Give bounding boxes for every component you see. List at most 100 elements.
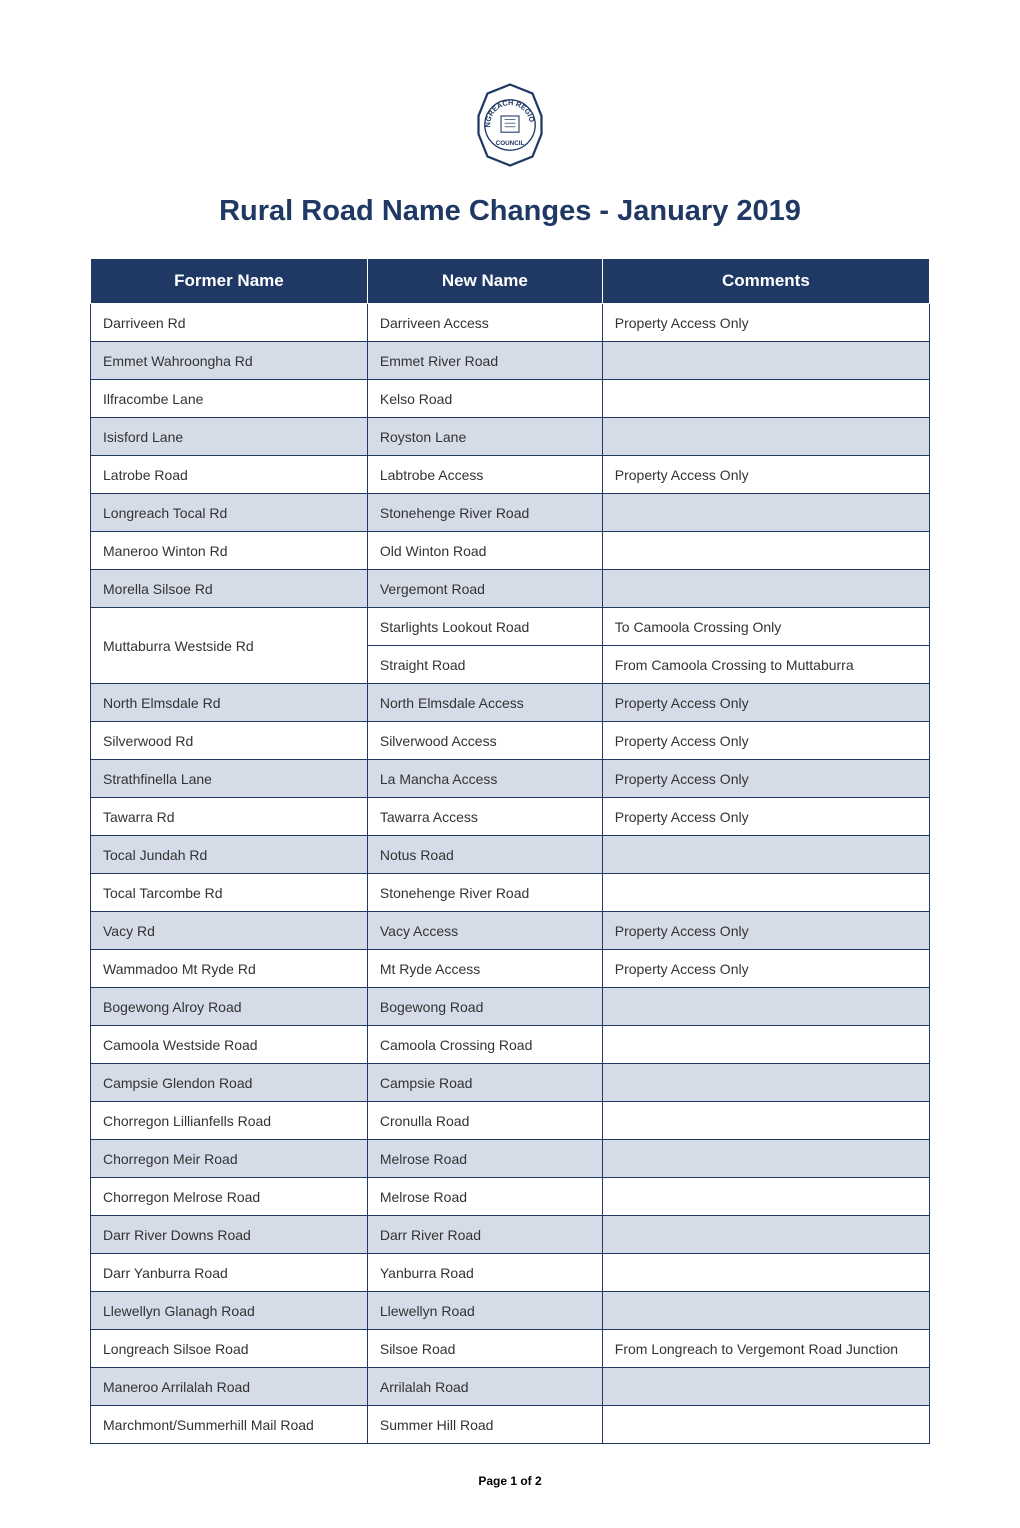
cell-former-name: North Elmsdale Rd <box>91 684 368 722</box>
table-row: Marchmont/Summerhill Mail RoadSummer Hil… <box>91 1406 930 1444</box>
cell-new-name: Darr River Road <box>367 1216 602 1254</box>
cell-new-name: Stonehenge River Road <box>367 874 602 912</box>
cell-former-name: Llewellyn Glanagh Road <box>91 1292 368 1330</box>
table-row: Silverwood RdSilverwood AccessProperty A… <box>91 722 930 760</box>
cell-comments <box>602 570 929 608</box>
cell-new-name: Silsoe Road <box>367 1330 602 1368</box>
cell-former-name: Marchmont/Summerhill Mail Road <box>91 1406 368 1444</box>
table-row: Chorregon Meir RoadMelrose Road <box>91 1140 930 1178</box>
cell-new-name: Vacy Access <box>367 912 602 950</box>
cell-new-name: Silverwood Access <box>367 722 602 760</box>
cell-comments: Property Access Only <box>602 760 929 798</box>
cell-comments <box>602 342 929 380</box>
cell-new-name: Llewellyn Road <box>367 1292 602 1330</box>
page-footer: Page 1 of 2 <box>90 1474 930 1488</box>
table-row: Tawarra RdTawarra AccessProperty Access … <box>91 798 930 836</box>
cell-comments <box>602 1140 929 1178</box>
cell-new-name: Mt Ryde Access <box>367 950 602 988</box>
cell-comments <box>602 380 929 418</box>
cell-comments: Property Access Only <box>602 950 929 988</box>
cell-former-name: Campsie Glendon Road <box>91 1064 368 1102</box>
table-row: Ilfracombe LaneKelso Road <box>91 380 930 418</box>
cell-comments <box>602 1292 929 1330</box>
cell-former-name: Darr Yanburra Road <box>91 1254 368 1292</box>
cell-new-name: Notus Road <box>367 836 602 874</box>
cell-comments <box>602 1064 929 1102</box>
cell-new-name: Summer Hill Road <box>367 1406 602 1444</box>
cell-former-name: Ilfracombe Lane <box>91 380 368 418</box>
cell-comments: Property Access Only <box>602 304 929 342</box>
cell-comments <box>602 1178 929 1216</box>
cell-new-name: Labtrobe Access <box>367 456 602 494</box>
cell-comments <box>602 418 929 456</box>
logo-container: LONGREACH REGIONAL COUNCIL <box>90 80 930 175</box>
road-name-table: Former Name New Name Comments Darriveen … <box>90 258 930 1444</box>
table-row: Darr Yanburra RoadYanburra Road <box>91 1254 930 1292</box>
cell-new-name: Bogewong Road <box>367 988 602 1026</box>
cell-former-name: Darriveen Rd <box>91 304 368 342</box>
cell-former-name: Latrobe Road <box>91 456 368 494</box>
table-row: Muttaburra Westside RdStarlights Lookout… <box>91 608 930 646</box>
cell-new-name: Camoola Crossing Road <box>367 1026 602 1064</box>
cell-former-name: Tocal Jundah Rd <box>91 836 368 874</box>
table-row: Wammadoo Mt Ryde RdMt Ryde AccessPropert… <box>91 950 930 988</box>
table-row: Longreach Tocal RdStonehenge River Road <box>91 494 930 532</box>
cell-new-name: North Elmsdale Access <box>367 684 602 722</box>
table-row: Maneroo Arrilalah RoadArrilalah Road <box>91 1368 930 1406</box>
cell-former-name: Wammadoo Mt Ryde Rd <box>91 950 368 988</box>
cell-comments <box>602 836 929 874</box>
cell-new-name: Kelso Road <box>367 380 602 418</box>
cell-comments: Property Access Only <box>602 912 929 950</box>
cell-new-name: Melrose Road <box>367 1140 602 1178</box>
column-header-comments: Comments <box>602 259 929 304</box>
svg-text:COUNCIL: COUNCIL <box>496 140 525 147</box>
cell-new-name: Stonehenge River Road <box>367 494 602 532</box>
cell-former-name: Morella Silsoe Rd <box>91 570 368 608</box>
cell-comments: Property Access Only <box>602 722 929 760</box>
cell-new-name: Straight Road <box>367 646 602 684</box>
cell-former-name: Chorregon Melrose Road <box>91 1178 368 1216</box>
cell-former-name: Maneroo Winton Rd <box>91 532 368 570</box>
cell-comments <box>602 1254 929 1292</box>
table-row: Maneroo Winton RdOld Winton Road <box>91 532 930 570</box>
cell-new-name: La Mancha Access <box>367 760 602 798</box>
cell-new-name: Tawarra Access <box>367 798 602 836</box>
cell-former-name: Longreach Silsoe Road <box>91 1330 368 1368</box>
cell-new-name: Arrilalah Road <box>367 1368 602 1406</box>
table-row: Chorregon Lillianfells RoadCronulla Road <box>91 1102 930 1140</box>
cell-comments <box>602 1216 929 1254</box>
table-row: Emmet Wahroongha RdEmmet River Road <box>91 342 930 380</box>
cell-new-name: Vergemont Road <box>367 570 602 608</box>
cell-comments: Property Access Only <box>602 456 929 494</box>
cell-new-name: Yanburra Road <box>367 1254 602 1292</box>
cell-comments <box>602 494 929 532</box>
cell-former-name: Tawarra Rd <box>91 798 368 836</box>
cell-former-name: Camoola Westside Road <box>91 1026 368 1064</box>
cell-comments <box>602 874 929 912</box>
table-row: Strathfinella LaneLa Mancha AccessProper… <box>91 760 930 798</box>
table-row: North Elmsdale RdNorth Elmsdale AccessPr… <box>91 684 930 722</box>
column-header-new: New Name <box>367 259 602 304</box>
cell-former-name: Chorregon Lillianfells Road <box>91 1102 368 1140</box>
cell-former-name: Silverwood Rd <box>91 722 368 760</box>
cell-comments <box>602 1406 929 1444</box>
cell-former-name: Emmet Wahroongha Rd <box>91 342 368 380</box>
table-row: Latrobe RoadLabtrobe AccessProperty Acce… <box>91 456 930 494</box>
cell-comments <box>602 1368 929 1406</box>
cell-new-name: Cronulla Road <box>367 1102 602 1140</box>
table-row: Morella Silsoe RdVergemont Road <box>91 570 930 608</box>
table-row: Isisford LaneRoyston Lane <box>91 418 930 456</box>
table-body: Darriveen RdDarriveen AccessProperty Acc… <box>91 304 930 1444</box>
table-row: Campsie Glendon RoadCampsie Road <box>91 1064 930 1102</box>
cell-former-name: Chorregon Meir Road <box>91 1140 368 1178</box>
table-row: Darr River Downs RoadDarr River Road <box>91 1216 930 1254</box>
cell-new-name: Starlights Lookout Road <box>367 608 602 646</box>
cell-former-name: Bogewong Alroy Road <box>91 988 368 1026</box>
cell-comments <box>602 1026 929 1064</box>
cell-comments <box>602 532 929 570</box>
cell-former-name: Vacy Rd <box>91 912 368 950</box>
council-logo-icon: LONGREACH REGIONAL COUNCIL <box>465 80 555 170</box>
cell-former-name: Maneroo Arrilalah Road <box>91 1368 368 1406</box>
table-row: Vacy RdVacy AccessProperty Access Only <box>91 912 930 950</box>
cell-new-name: Royston Lane <box>367 418 602 456</box>
